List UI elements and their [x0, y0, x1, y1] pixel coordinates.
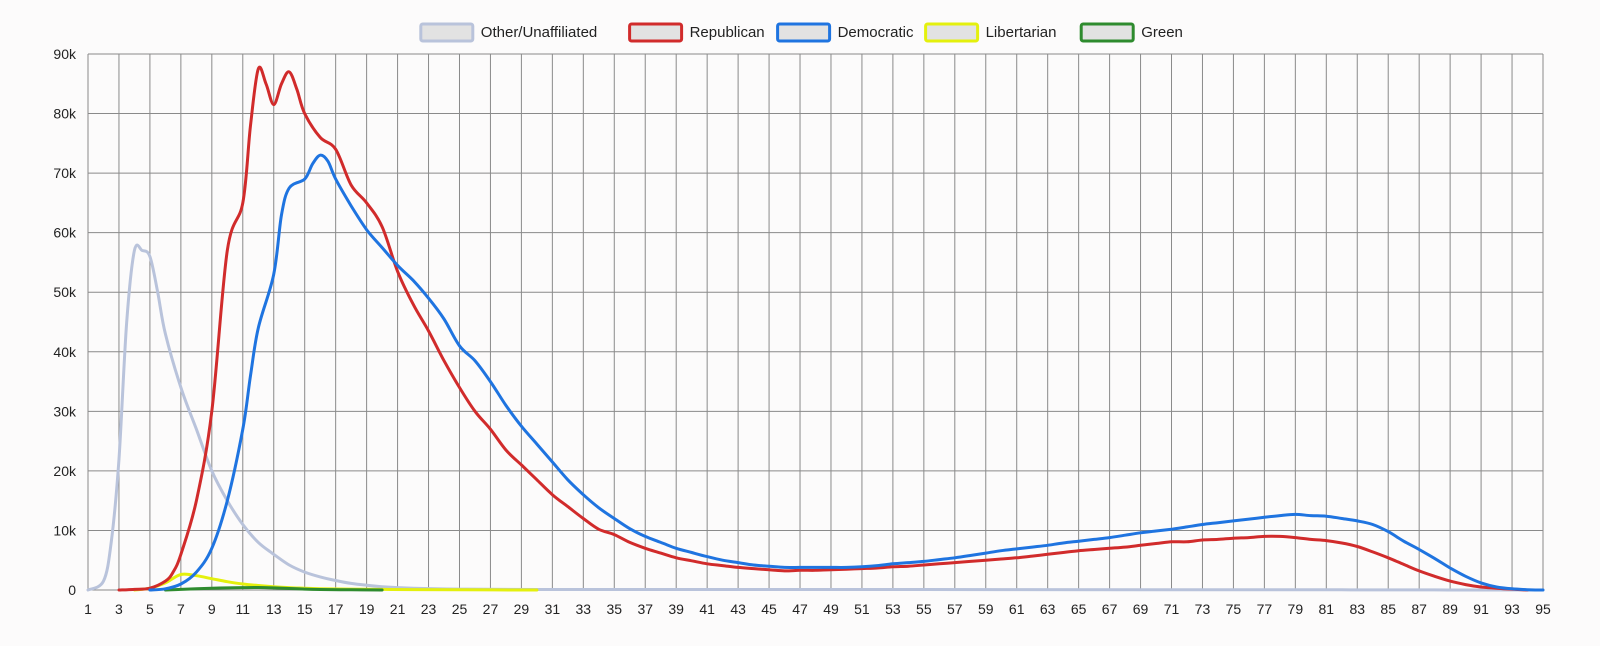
x-tick-label: 25 [452, 601, 468, 617]
x-tick-label: 31 [545, 601, 561, 617]
legend-swatch [776, 22, 832, 43]
x-tick-label: 61 [1009, 601, 1025, 617]
legend: Other/Unaffiliated Republican Democratic Li… [419, 22, 1183, 43]
x-tick-label: 53 [885, 601, 901, 617]
x-tick-label: 65 [1071, 601, 1087, 617]
legend-item-democratic[interactable]: Democratic [776, 22, 914, 43]
legend-swatch [628, 22, 684, 43]
y-tick-label: 40k [53, 344, 77, 360]
x-tick-label: 5 [146, 601, 154, 617]
x-tick-label: 9 [208, 601, 216, 617]
x-tick-label: 7 [177, 601, 185, 617]
series-line-republican [117, 65, 1529, 592]
y-tick-label: 60k [53, 225, 77, 241]
x-tick-label: 1 [84, 601, 92, 617]
x-tick-label: 17 [328, 601, 344, 617]
x-tick-label: 47 [792, 601, 808, 617]
legend-swatch [1079, 22, 1135, 43]
x-tick-label: 83 [1349, 601, 1365, 617]
x-tick-label: 51 [854, 601, 870, 617]
x-tick-label: 21 [390, 601, 406, 617]
x-tick-label: 55 [916, 601, 932, 617]
y-tick-label: 70k [53, 165, 77, 181]
x-tick-label: 67 [1102, 601, 1118, 617]
legend-label: Green [1141, 24, 1183, 41]
legend-item-other-unaffiliated[interactable]: Other/Unaffiliated [419, 22, 597, 43]
x-tick-label: 33 [576, 601, 592, 617]
y-tick-label: 0 [68, 582, 76, 598]
grid [87, 53, 1544, 591]
x-tick-label: 91 [1473, 601, 1489, 617]
x-tick-label: 13 [266, 601, 282, 617]
legend-item-libertarian[interactable]: Libertarian [924, 22, 1057, 43]
x-tick-label: 57 [947, 601, 963, 617]
y-tick-label: 20k [53, 463, 77, 479]
x-tick-label: 73 [1195, 601, 1211, 617]
legend-label: Democratic [838, 24, 914, 41]
series-line-other-unaffiliated [86, 243, 1545, 592]
legend-label: Libertarian [986, 24, 1057, 41]
x-tick-label: 11 [236, 601, 251, 617]
legend-label: Other/Unaffiliated [481, 24, 597, 41]
legend-item-green[interactable]: Green [1079, 22, 1183, 43]
x-tick-label: 81 [1319, 601, 1335, 617]
x-tick-label: 93 [1504, 601, 1520, 617]
x-tick-label: 59 [978, 601, 994, 617]
x-tick-label: 75 [1226, 601, 1242, 617]
x-tick-label: 41 [699, 601, 715, 617]
x-tick-label: 29 [514, 601, 530, 617]
x-tick-label: 69 [1133, 601, 1149, 617]
x-tick-label: 19 [359, 601, 375, 617]
y-tick-label: 30k [53, 403, 77, 419]
y-tick-label: 90k [53, 46, 77, 62]
series-line-democratic [148, 153, 1545, 592]
x-tick-label: 23 [421, 601, 437, 617]
y-tick-label: 80k [53, 106, 77, 122]
x-tick-label: 49 [823, 601, 839, 617]
x-tick-label: 95 [1535, 601, 1551, 617]
x-tick-label: 43 [730, 601, 746, 617]
y-tick-label: 10k [53, 522, 77, 538]
x-tick-label: 77 [1257, 601, 1273, 617]
x-tick-label: 15 [297, 601, 313, 617]
x-tick-label: 27 [483, 601, 499, 617]
legend-item-republican[interactable]: Republican [628, 22, 765, 43]
x-tick-label: 89 [1442, 601, 1458, 617]
x-tick-label: 87 [1411, 601, 1427, 617]
x-tick-label: 35 [606, 601, 622, 617]
x-tick-label: 85 [1380, 601, 1396, 617]
y-tick-label: 50k [53, 284, 77, 300]
x-tick-label: 37 [637, 601, 653, 617]
x-tick-label: 45 [761, 601, 777, 617]
x-tick-label: 39 [668, 601, 684, 617]
series-line-green [163, 585, 384, 592]
x-tick-label: 63 [1040, 601, 1056, 617]
legend-swatch [924, 22, 980, 43]
x-tick-label: 71 [1164, 601, 1180, 617]
legend-label: Republican [690, 24, 765, 41]
legend-swatch [419, 22, 475, 43]
plot-area [86, 65, 1545, 592]
x-tick-label: 3 [115, 601, 123, 617]
x-tick-label: 79 [1288, 601, 1304, 617]
